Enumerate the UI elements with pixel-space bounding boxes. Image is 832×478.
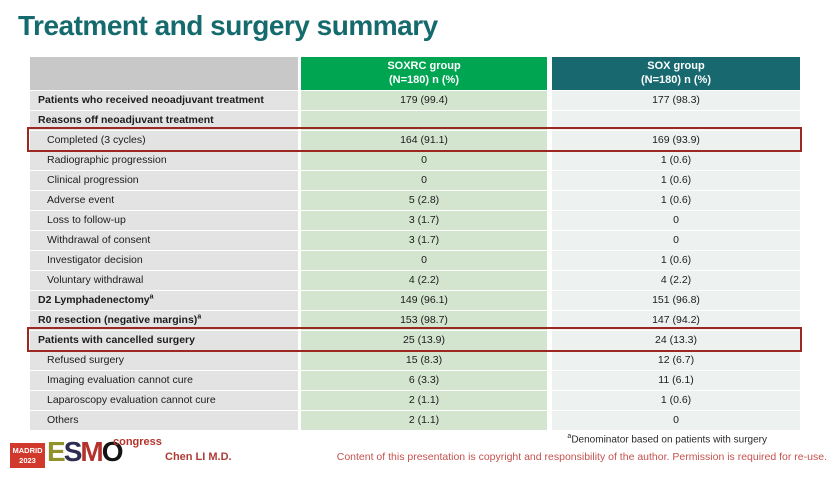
row-label: Patients with cancelled surgery [30, 331, 298, 350]
header-sox-group: SOX group (N=180) n (%) [552, 57, 800, 90]
table-header-row: SOXRC group (N=180) n (%) SOX group (N=1… [30, 57, 800, 90]
sox-value: 1 (0.6) [552, 171, 800, 190]
row-label: Withdrawal of consent [30, 231, 298, 250]
footnote: aDenominator based on patients with surg… [337, 433, 827, 445]
table-row: Refused surgery 15 (8.3) 12 (6.7) [30, 351, 800, 370]
row-label: Reasons off neoadjuvant treatment [30, 111, 298, 130]
row-label: Laparoscopy evaluation cannot cure [30, 391, 298, 410]
soxrc-value: 3 (1.7) [301, 211, 547, 230]
sox-group-sublabel: (N=180) n (%) [641, 73, 711, 86]
row-label: D2 Lymphadenectomya [30, 291, 298, 310]
sox-value: 11 (6.1) [552, 371, 800, 390]
esmo-letter-s: S [63, 436, 83, 467]
soxrc-value: 179 (99.4) [301, 91, 547, 110]
sox-value: 147 (94.2) [552, 311, 800, 330]
soxrc-value: 6 (3.3) [301, 371, 547, 390]
table-row: Imaging evaluation cannot cure 6 (3.3) 11 … [30, 371, 800, 390]
sox-group-label: SOX group [647, 59, 705, 72]
soxrc-value: 2 (1.1) [301, 391, 547, 410]
table-row: Others 2 (1.1) 0 [30, 411, 800, 430]
table-row: Patients who received neoadjuvant treatm… [30, 91, 800, 110]
table-row: Completed (3 cycles) 164 (91.1) 169 (93.9) [30, 131, 800, 150]
table-body: Patients who received neoadjuvant treatm… [30, 91, 800, 430]
sox-value: 0 [552, 211, 800, 230]
row-label: Patients who received neoadjuvant treatm… [30, 91, 298, 110]
row-label: Adverse event [30, 191, 298, 210]
table-row: Investigator decision 0 1 (0.6) [30, 251, 800, 270]
esmo-wordmark: ESMO [47, 436, 124, 468]
soxrc-group-label: SOXRC group [387, 59, 461, 72]
soxrc-value: 25 (13.9) [301, 331, 547, 350]
row-label: Loss to follow-up [30, 211, 298, 230]
sox-value: 12 (6.7) [552, 351, 800, 370]
sox-value: 4 (2.2) [552, 271, 800, 290]
row-label: Imaging evaluation cannot cure [30, 371, 298, 390]
row-label: Completed (3 cycles) [30, 131, 298, 150]
table-row: Patients with cancelled surgery 25 (13.9)… [30, 331, 800, 350]
soxrc-value: 0 [301, 151, 547, 170]
row-label: Refused surgery [30, 351, 298, 370]
slide-footer: MADRID 2023 ESMO congress Chen LI M.D. a… [0, 432, 832, 478]
soxrc-value: 153 (98.7) [301, 311, 547, 330]
row-label: Clinical progression [30, 171, 298, 190]
badge-city: MADRID [12, 445, 43, 455]
table-row: Clinical progression 0 1 (0.6) [30, 171, 800, 190]
footnote-superscript: a [567, 433, 572, 440]
table-row: Adverse event 5 (2.8) 1 (0.6) [30, 191, 800, 210]
header-empty-cell [30, 57, 298, 90]
table-row: Withdrawal of consent 3 (1.7) 0 [30, 231, 800, 250]
table-row: Laparoscopy evaluation cannot cure 2 (1.1… [30, 391, 800, 410]
esmo-letter-e: E [47, 436, 66, 467]
copyright-notice: Content of this presentation is copyrigh… [336, 451, 827, 464]
summary-table: SOXRC group (N=180) n (%) SOX group (N=1… [27, 57, 802, 431]
table-row: R0 resection (negative margins)a 153 (98.… [30, 311, 800, 330]
esmo-letter-m: M [80, 436, 103, 467]
sox-value: 0 [552, 411, 800, 430]
sox-value [552, 111, 800, 130]
esmo-congress-logo: MADRID 2023 ESMO congress [10, 436, 162, 474]
soxrc-value: 164 (91.1) [301, 131, 547, 150]
sox-value: 24 (13.3) [552, 331, 800, 350]
label-superscript: a [197, 313, 202, 321]
congress-label: congress [113, 436, 162, 448]
esmo-letter-o: O [101, 436, 124, 467]
sox-value: 0 [552, 231, 800, 250]
sox-value: 1 (0.6) [552, 391, 800, 410]
label-superscript: a [149, 293, 154, 301]
sox-value: 1 (0.6) [552, 251, 800, 270]
soxrc-value: 2 (1.1) [301, 411, 547, 430]
soxrc-value: 0 [301, 251, 547, 270]
author-name: Chen LI M.D. [165, 451, 232, 463]
row-label: Radiographic progression [30, 151, 298, 170]
sox-value: 151 (96.8) [552, 291, 800, 310]
soxrc-group-sublabel: (N=180) n (%) [389, 73, 459, 86]
soxrc-value: 15 (8.3) [301, 351, 547, 370]
soxrc-value [301, 111, 547, 130]
sox-value: 1 (0.6) [552, 191, 800, 210]
row-label: Others [30, 411, 298, 430]
sox-value: 169 (93.9) [552, 131, 800, 150]
footnote-text: Denominator based on patients with surge… [571, 434, 767, 446]
soxrc-value: 0 [301, 171, 547, 190]
soxrc-value: 3 (1.7) [301, 231, 547, 250]
madrid-2023-badge: MADRID 2023 [10, 443, 45, 468]
soxrc-value: 4 (2.2) [301, 271, 547, 290]
row-label: Voluntary withdrawal [30, 271, 298, 290]
soxrc-value: 149 (96.1) [301, 291, 547, 310]
table-row: Loss to follow-up 3 (1.7) 0 [30, 211, 800, 230]
soxrc-value: 5 (2.8) [301, 191, 547, 210]
row-label: R0 resection (negative margins)a [30, 311, 298, 330]
table-row: Reasons off neoadjuvant treatment [30, 111, 800, 130]
sox-value: 1 (0.6) [552, 151, 800, 170]
sox-value: 177 (98.3) [552, 91, 800, 110]
badge-year: 2023 [19, 455, 36, 465]
slide-title: Treatment and surgery summary [18, 10, 438, 41]
table-row: Voluntary withdrawal 4 (2.2) 4 (2.2) [30, 271, 800, 290]
row-label: Investigator decision [30, 251, 298, 270]
header-soxrc-group: SOXRC group (N=180) n (%) [301, 57, 547, 90]
table-row: D2 Lymphadenectomya 149 (96.1) 151 (96.8) [30, 291, 800, 310]
footer-right-block: aDenominator based on patients with surg… [337, 433, 827, 463]
table-row: Radiographic progression 0 1 (0.6) [30, 151, 800, 170]
